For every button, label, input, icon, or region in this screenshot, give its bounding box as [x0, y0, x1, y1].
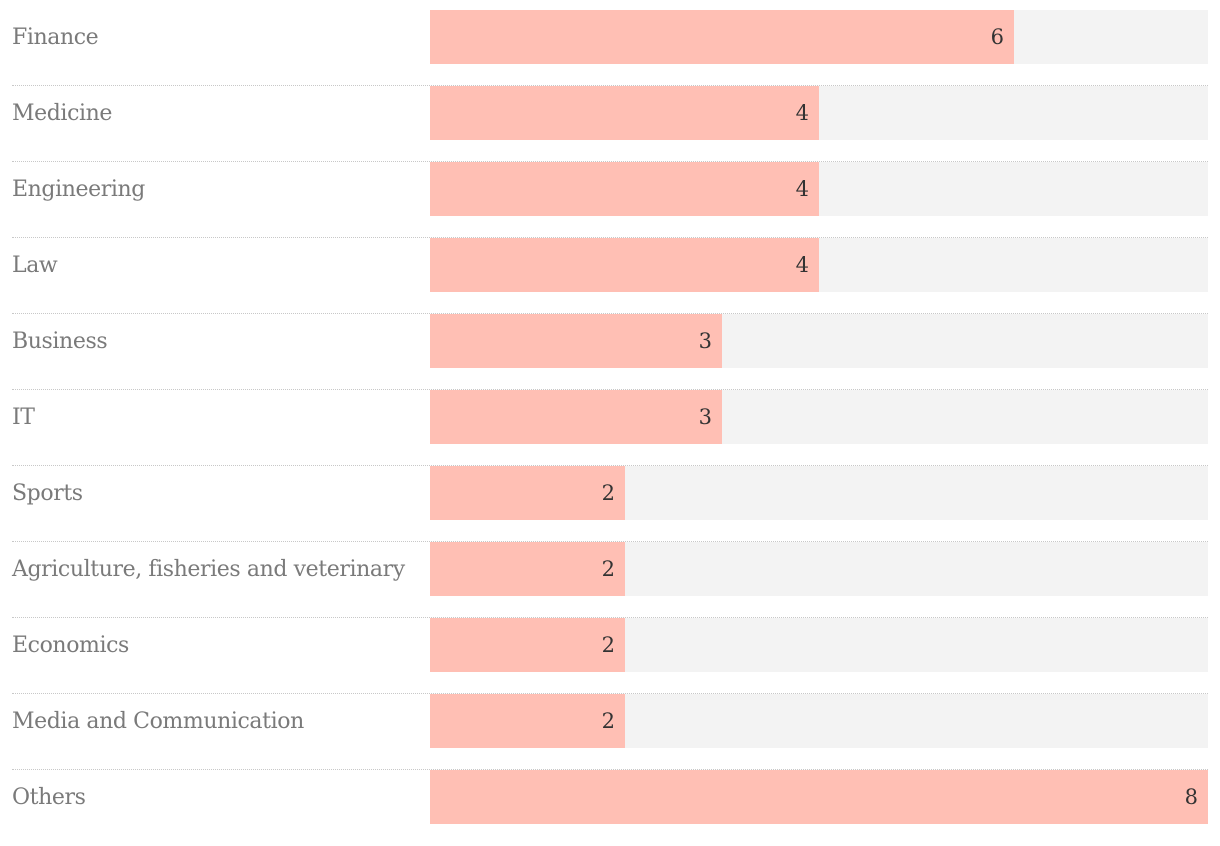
category-label: Finance [12, 25, 99, 50]
category-label: Others [12, 785, 86, 810]
chart-row: Sports 2 [12, 466, 1208, 542]
chart-row: Finance 6 [12, 10, 1208, 86]
category-label: Law [12, 253, 58, 278]
category-label: Engineering [12, 177, 145, 202]
value-label: 3 [698, 329, 712, 353]
bar: 3 [430, 390, 722, 444]
value-label: 2 [601, 709, 615, 733]
category-label: Medicine [12, 101, 113, 126]
bar: 4 [430, 238, 819, 292]
category-label: Sports [12, 481, 83, 506]
category-label: Agriculture, fisheries and veterinary [12, 557, 405, 582]
bar-track: 4 [430, 86, 1208, 140]
bar-track: 3 [430, 314, 1208, 368]
value-label: 4 [795, 101, 809, 125]
bar: 6 [430, 10, 1014, 64]
chart-row: Law 4 [12, 238, 1208, 314]
bar-track: 3 [430, 390, 1208, 444]
value-label: 2 [601, 557, 615, 581]
bar-track: 6 [430, 10, 1208, 64]
value-label: 2 [601, 481, 615, 505]
bar-track: 2 [430, 618, 1208, 672]
chart-row: Economics 2 [12, 618, 1208, 694]
chart-row: IT 3 [12, 390, 1208, 466]
bar: 4 [430, 86, 819, 140]
chart-row: Agriculture, fisheries and veterinary 2 [12, 542, 1208, 618]
bar-track: 2 [430, 466, 1208, 520]
chart-row: Others 8 [12, 770, 1208, 846]
category-label: Economics [12, 633, 129, 658]
value-label: 4 [795, 253, 809, 277]
bar: 2 [430, 694, 625, 748]
value-label: 4 [795, 177, 809, 201]
value-label: 8 [1184, 785, 1198, 809]
category-label: Business [12, 329, 108, 354]
chart-row: Media and Communication 2 [12, 694, 1208, 770]
chart-row: Business 3 [12, 314, 1208, 390]
bar: 2 [430, 466, 625, 520]
value-label: 2 [601, 633, 615, 657]
bar-track: 8 [430, 770, 1208, 824]
value-label: 3 [698, 405, 712, 429]
bar: 2 [430, 618, 625, 672]
bar: 3 [430, 314, 722, 368]
chart-row: Medicine 4 [12, 86, 1208, 162]
bar: 2 [430, 542, 625, 596]
chart-row: Engineering 4 [12, 162, 1208, 238]
bar-track: 4 [430, 238, 1208, 292]
category-label: IT [12, 405, 35, 430]
category-label: Media and Communication [12, 709, 304, 734]
bar: 4 [430, 162, 819, 216]
bar-track: 2 [430, 542, 1208, 596]
bar-track: 4 [430, 162, 1208, 216]
bar-track: 2 [430, 694, 1208, 748]
bar: 8 [430, 770, 1208, 824]
value-label: 6 [990, 25, 1004, 49]
